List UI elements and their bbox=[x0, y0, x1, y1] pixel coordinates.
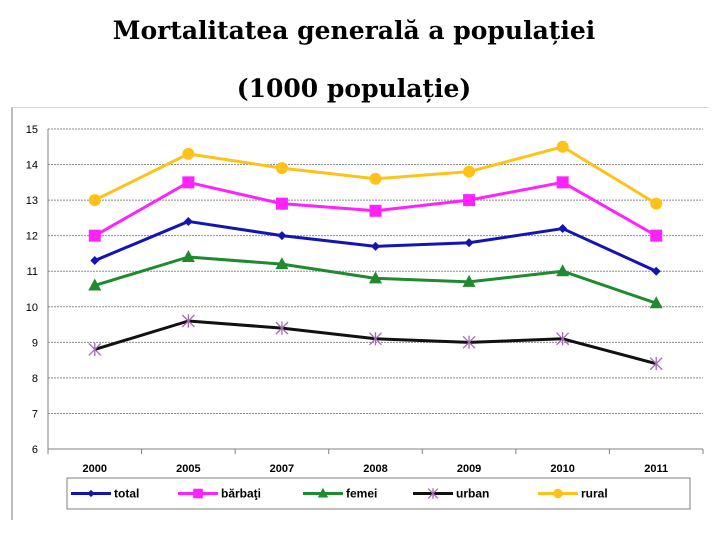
data-point-urban bbox=[275, 321, 289, 335]
data-point-urban bbox=[369, 332, 382, 346]
data-point-barbati bbox=[650, 229, 663, 242]
data-point-rural bbox=[182, 147, 195, 160]
y-tick-label: 13 bbox=[26, 195, 38, 207]
legend-item-total: total bbox=[71, 487, 139, 501]
data-point-femei bbox=[369, 271, 382, 284]
y-tick-label: 7 bbox=[32, 408, 38, 420]
data-point-barbati bbox=[88, 229, 101, 242]
page-title: Mortalitatea generală a populației bbox=[112, 16, 596, 45]
legend-item-femei: femei bbox=[303, 487, 377, 501]
data-point-femei bbox=[649, 296, 663, 309]
data-point-rural bbox=[369, 172, 382, 185]
data-point-total bbox=[90, 256, 100, 266]
data-point-rural bbox=[650, 197, 663, 210]
data-point-femei bbox=[275, 257, 289, 270]
line-chart: 6 7 8 9 10 11 12 13 14 15 2000 2005 2007 2008 2009 2010… bbox=[26, 124, 704, 510]
legend-label: rural bbox=[581, 487, 608, 501]
data-point-femei bbox=[462, 274, 476, 287]
data-point-total bbox=[183, 216, 193, 226]
y-tick-label: 12 bbox=[26, 231, 38, 243]
data-point-rural bbox=[88, 194, 101, 207]
data-point-total bbox=[371, 241, 380, 251]
y-tick-label: 15 bbox=[26, 124, 38, 136]
legend-item-urban: urban bbox=[413, 487, 489, 501]
x-tick-label: 2008 bbox=[363, 463, 387, 475]
legend-label: total bbox=[114, 487, 139, 501]
legend bbox=[66, 477, 691, 510]
x-tick-label: 2009 bbox=[457, 463, 481, 475]
chart-panel: 6 7 8 9 10 11 12 13 14 15 2000 2005 2007 2008 2009 2010… bbox=[11, 107, 709, 520]
data-point-femei bbox=[181, 250, 195, 262]
data-point-total bbox=[651, 266, 661, 276]
data-point-urban bbox=[649, 357, 663, 371]
y-tick-label: 9 bbox=[32, 337, 38, 349]
legend-label: urban bbox=[456, 487, 489, 501]
data-point-urban bbox=[88, 342, 102, 357]
y-tick-label: 10 bbox=[26, 302, 38, 314]
legend-label: femei bbox=[346, 487, 377, 501]
y-tick-label: 14 bbox=[26, 160, 38, 172]
data-point-barbati bbox=[182, 176, 195, 189]
legend-marker bbox=[317, 487, 329, 498]
data-point-rural bbox=[275, 162, 288, 175]
data-point-barbati bbox=[369, 204, 382, 217]
data-point-total bbox=[558, 224, 568, 234]
x-tick-label: 2000 bbox=[83, 463, 107, 475]
legend-marker bbox=[427, 488, 439, 499]
legend-item-barbati: bărbaţi bbox=[178, 487, 261, 501]
data-point-barbati bbox=[556, 176, 569, 189]
x-tick-label: 2010 bbox=[550, 463, 574, 475]
legend-marker bbox=[193, 488, 203, 499]
legend-marker bbox=[87, 489, 95, 498]
x-tick-label: 2007 bbox=[270, 463, 294, 475]
data-point-total bbox=[277, 231, 287, 241]
y-tick-label: 6 bbox=[32, 444, 38, 456]
data-point-urban bbox=[556, 332, 570, 346]
data-point-barbati bbox=[275, 197, 288, 210]
data-point-femei bbox=[556, 264, 570, 277]
data-point-femei bbox=[88, 278, 102, 291]
data-point-total bbox=[464, 238, 474, 248]
x-tick-label: 2005 bbox=[176, 463, 200, 475]
legend-marker bbox=[553, 488, 563, 499]
data-point-rural bbox=[556, 140, 569, 153]
page-subtitle: (1000 populație) bbox=[236, 74, 472, 103]
legend-item-rural: rural bbox=[538, 487, 608, 501]
y-tick-label: 11 bbox=[27, 266, 38, 278]
data-point-barbati bbox=[463, 194, 476, 207]
data-point-urban bbox=[462, 335, 476, 349]
data-point-rural bbox=[463, 165, 476, 178]
y-tick-label: 8 bbox=[32, 373, 38, 385]
x-tick-label: 2011 bbox=[644, 463, 668, 475]
data-point-urban bbox=[181, 314, 195, 328]
legend-label: bărbaţi bbox=[221, 487, 261, 501]
